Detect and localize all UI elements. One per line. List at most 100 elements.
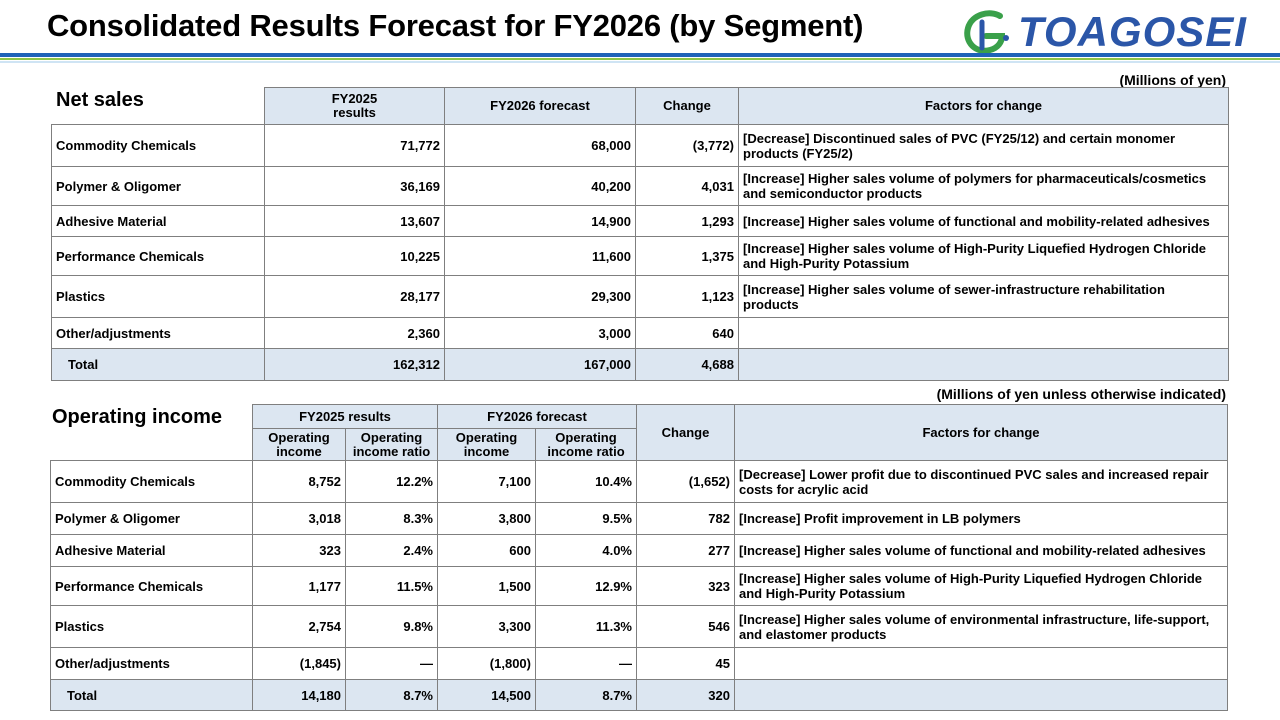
net-sales-col-factors: Factors for change [738,87,1229,125]
header-rule-green [0,58,1280,60]
fy2026-value: 3,000 [444,317,636,349]
fy2025-ratio: 12.2% [345,460,438,503]
operating-income-unit-note: (Millions of yen unless otherwise indica… [936,386,1226,402]
fy2026-income: (1,800) [437,647,536,680]
operating-income-header-row-2: Operating income Operating income ratio … [51,428,1228,461]
oi-col-fy2025-income: Operating income [252,428,346,461]
oi-col-fy2025-ratio: Operating income ratio [345,428,438,461]
operating-income-header-row-1: FY2025 results FY2026 forecast Change Fa… [50,404,1228,461]
change-value: 4,031 [635,166,739,206]
table-row: Performance Chemicals 10,225 11,600 1,37… [51,236,1229,276]
fy2026-ratio: 8.7% [535,679,637,711]
oi-col-change: Change [636,404,735,461]
fy2025-income: 1,177 [252,566,346,606]
fy2026-value: 40,200 [444,166,636,206]
fy2026-ratio: 4.0% [535,534,637,567]
fy2026-value: 11,600 [444,236,636,276]
change-value: 546 [636,605,735,648]
change-value: 1,123 [635,275,739,318]
change-value: 323 [636,566,735,606]
fy2025-value: 162,312 [264,348,445,381]
table-row: Polymer & Oligomer 36,169 40,200 4,031 [… [51,166,1229,206]
net-sales-col-fy2026: FY2026 forecast [444,87,636,125]
table-row: Polymer & Oligomer 3,018 8.3% 3,800 9.5%… [50,502,1228,535]
factor-text: [Increase] Higher sales volume of functi… [738,205,1229,237]
fy2025-ratio: 2.4% [345,534,438,567]
change-value: 782 [636,502,735,535]
change-value: 45 [636,647,735,680]
fy2025-income: 14,180 [252,679,346,711]
total-row: Total 14,180 8.7% 14,500 8.7% 320 [50,679,1228,711]
operating-income-title: Operating income [52,406,223,428]
segment-name: Performance Chemicals [51,236,265,276]
page-title: Consolidated Results Forecast for FY2026… [47,8,864,43]
oi-col-fy2026: FY2026 forecast [437,404,637,429]
fy2026-ratio: 9.5% [535,502,637,535]
change-value: 1,293 [635,205,739,237]
fy2025-value: 36,169 [264,166,445,206]
fy2026-value: 14,900 [444,205,636,237]
segment-name: Adhesive Material [50,534,253,567]
fy2026-income: 3,300 [437,605,536,648]
segment-name: Plastics [50,605,253,648]
factor-text [734,679,1228,711]
change-value: 640 [635,317,739,349]
segment-name: Total [51,348,265,381]
net-sales-col-fy2025: FY2025 results [264,87,445,125]
fy2025-income: (1,845) [252,647,346,680]
fy2025-value: 28,177 [264,275,445,318]
segment-name: Total [50,679,253,711]
net-sales-title: Net sales [56,89,144,111]
segment-name: Commodity Chemicals [50,460,253,503]
factor-text: [Increase] Higher sales volume of High-P… [734,566,1228,606]
table-row: Plastics 28,177 29,300 1,123 [Increase] … [51,275,1229,318]
fy2026-income: 1,500 [437,566,536,606]
header-rule-blue [0,53,1280,57]
factor-text [738,317,1229,349]
factor-text: [Increase] Higher sales volume of enviro… [734,605,1228,648]
factor-text: [Increase] Higher sales volume of functi… [734,534,1228,567]
segment-name: Polymer & Oligomer [50,502,253,535]
change-value: 1,375 [635,236,739,276]
factor-text: [Increase] Higher sales volume of sewer-… [738,275,1229,318]
factor-text [738,348,1229,381]
fy2025-ratio: — [345,647,438,680]
segment-name: Commodity Chemicals [51,124,265,167]
oi-col-fy2026-income: Operating income [437,428,536,461]
logo-text: TOAGOSEI [1018,8,1247,55]
fy2026-income: 14,500 [437,679,536,711]
factor-text: [Increase] Higher sales volume of polyme… [738,166,1229,206]
oi-col-factors: Factors for change [734,404,1228,461]
table-row: Other/adjustments (1,845) — (1,800) — 45 [50,647,1228,680]
factor-text: [Increase] Higher sales volume of High-P… [738,236,1229,276]
operating-income-table: FY2025 results FY2026 forecast Change Fa… [50,404,1228,711]
table-row: Other/adjustments 2,360 3,000 640 [51,317,1229,349]
net-sales-table: FY2025 results FY2026 forecast Change Fa… [51,87,1229,381]
fy2026-value: 167,000 [444,348,636,381]
segment-name: Other/adjustments [50,647,253,680]
change-value: (1,652) [636,460,735,503]
factor-text: [Decrease] Discontinued sales of PVC (FY… [738,124,1229,167]
change-value: 277 [636,534,735,567]
change-value: 4,688 [635,348,739,381]
change-value: (3,772) [635,124,739,167]
fy2026-ratio: 10.4% [535,460,637,503]
segment-name: Polymer & Oligomer [51,166,265,206]
fy2025-ratio: 8.3% [345,502,438,535]
table-row: Adhesive Material 13,607 14,900 1,293 [I… [51,205,1229,237]
segment-name: Plastics [51,275,265,318]
table-row: Plastics 2,754 9.8% 3,300 11.3% 546 [Inc… [50,605,1228,648]
logo-mark-icon [964,10,1009,54]
oi-col-fy2025: FY2025 results [252,404,438,429]
net-sales-corner [51,87,265,125]
fy2025-value: 10,225 [264,236,445,276]
fy2025-ratio: 11.5% [345,566,438,606]
fy2025-income: 323 [252,534,346,567]
fy2026-income: 3,800 [437,502,536,535]
net-sales-col-change: Change [635,87,739,125]
fy2026-ratio: — [535,647,637,680]
fy2026-income: 7,100 [437,460,536,503]
fy2025-ratio: 9.8% [345,605,438,648]
fy2025-income: 3,018 [252,502,346,535]
factor-text: [Increase] Profit improvement in LB poly… [734,502,1228,535]
